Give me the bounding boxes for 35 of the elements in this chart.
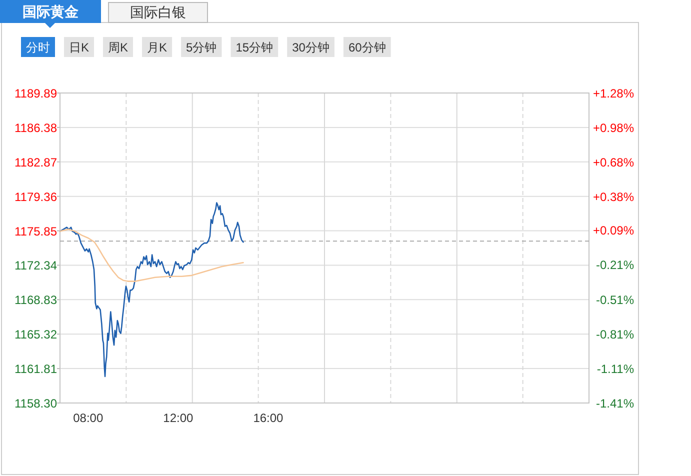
chart-title: 国际黄金	[22, 4, 80, 20]
button: 30分钟	[287, 37, 334, 57]
y2-tick-label: -0.21%	[596, 258, 634, 272]
y-tick-label: 1168.83	[14, 293, 58, 308]
y2-tick-label: +0.98%	[592, 121, 634, 136]
button: 分时	[21, 37, 55, 57]
button: 5分钟	[181, 37, 222, 57]
button: 15分钟	[230, 37, 278, 57]
y-tick-label: 1189.89	[14, 86, 58, 100]
y2-tick-label: -1.11%	[596, 362, 634, 376]
button: 60分钟	[343, 37, 391, 57]
y2-tick-label: +0.09%	[592, 224, 634, 238]
y-tick-label: 1161.81	[14, 362, 58, 376]
x-tick-label: 08:00	[73, 411, 104, 425]
y2-tick-label: -0.51%	[596, 292, 634, 307]
y2-tick-label: -0.81%	[596, 327, 634, 342]
x-tick-label: 16:00	[253, 411, 284, 425]
button: 月K	[142, 37, 172, 57]
button: 日K	[64, 37, 94, 57]
y2-tick-label: -1.41%	[596, 396, 634, 410]
y-tick-label: 1165.32	[14, 328, 58, 342]
y-tick-label: 1186.38	[14, 120, 58, 135]
line-series	[59, 228, 244, 282]
y2-tick-label: +0.38%	[592, 190, 634, 204]
y-tick-label: 1158.30	[14, 396, 58, 410]
button: 周K	[103, 37, 134, 57]
y2-tick-label: +1.28%	[592, 86, 634, 100]
y-tick-label: 1182.87	[14, 155, 58, 170]
x-tick-label: 12:00	[163, 411, 194, 425]
line-series	[59, 202, 244, 378]
y2-tick-label: +0.68%	[592, 156, 634, 170]
y-tick-label: 1179.36	[14, 190, 58, 204]
y-tick-label: 1172.34	[14, 258, 58, 273]
tab: 国际白银	[108, 2, 208, 23]
y-tick-label: 1175.85	[14, 224, 58, 238]
